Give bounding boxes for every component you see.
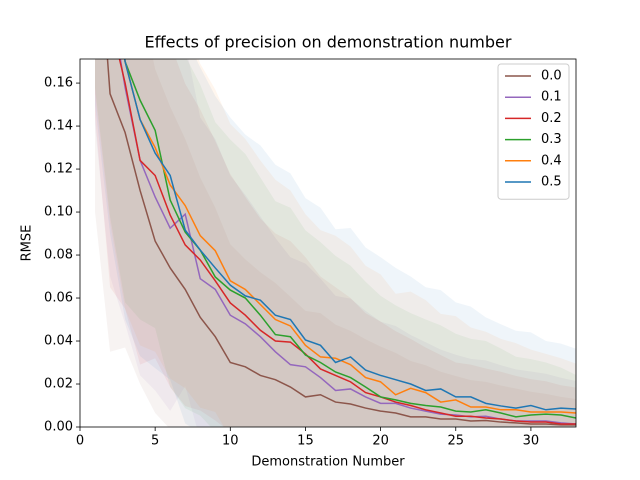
x-axis-label: Demonstration Number (251, 455, 405, 470)
chart-title: Effects of precision on demonstration nu… (145, 33, 512, 52)
y-tick-label: 0.04 (44, 334, 73, 349)
legend-label: 0.4 (541, 153, 562, 168)
y-tick-label: 0.08 (44, 248, 73, 263)
series-line (123, 59, 576, 411)
error-band (95, 59, 576, 427)
series-line (118, 59, 576, 425)
legend-label: 0.0 (541, 69, 562, 84)
error-band (95, 59, 576, 427)
x-tick-label: 30 (523, 434, 540, 449)
y-tick-label: 0.06 (44, 291, 73, 306)
plot-frame (79, 58, 577, 428)
y-tick-label: 0.00 (44, 420, 73, 435)
legend-label: 0.2 (541, 111, 562, 126)
y-tick-label: 0.12 (44, 162, 73, 177)
legend-label: 0.1 (541, 90, 562, 105)
y-axis-label: RMSE (20, 225, 35, 262)
legend: 0.0 0.1 0.2 0.3 0.4 0.5 (497, 63, 570, 200)
series-line (106, 59, 576, 426)
x-tick-label: 5 (151, 434, 159, 449)
legend-label: 0.5 (541, 175, 562, 190)
error-band (95, 59, 576, 427)
error-band (95, 59, 576, 427)
x-tick-label: 0 (76, 434, 84, 449)
y-tick-label: 0.10 (44, 205, 73, 220)
error-band (95, 59, 576, 427)
series-line (123, 59, 576, 419)
x-tick-label: 15 (297, 434, 314, 449)
y-tick-label: 0.02 (44, 377, 73, 392)
y-tick-label: 0.16 (44, 76, 73, 91)
legend-label: 0.3 (541, 132, 562, 147)
x-tick-label: 10 (222, 434, 239, 449)
x-tick-label: 20 (372, 434, 389, 449)
lines (106, 59, 576, 426)
error-band (95, 59, 576, 427)
x-tick-label: 25 (447, 434, 464, 449)
axes: 0 5 10 15 20 25 30 0.00 0.02 0.04 0.06 0.08 0.10 0.12… (44, 58, 577, 449)
y-tick-label: 0.14 (44, 119, 73, 134)
bands (95, 59, 576, 427)
